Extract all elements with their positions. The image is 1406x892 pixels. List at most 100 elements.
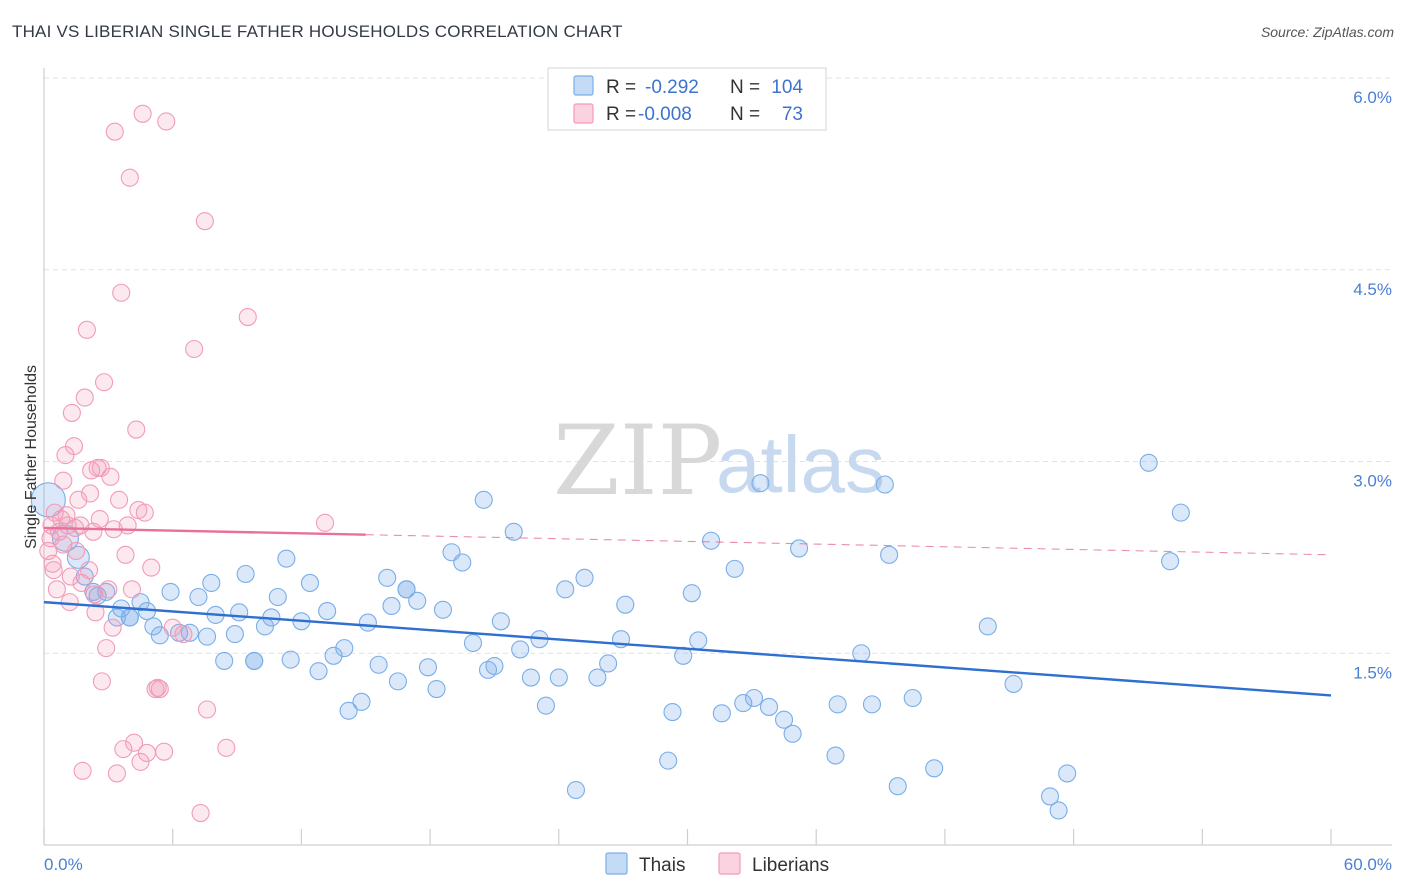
liberians-point-44 xyxy=(133,104,152,123)
liberians-point-43 xyxy=(131,752,150,771)
liberians-point-28 xyxy=(99,580,118,599)
thais-point-65 xyxy=(599,654,618,673)
thais-point-30 xyxy=(281,650,300,669)
legend-swatch-liberians xyxy=(573,103,594,124)
thais-point-19 xyxy=(202,573,221,592)
liberians-point-54 xyxy=(185,339,204,359)
bottom-legend: Thais Liberians xyxy=(605,852,829,876)
tick-labels: 1.5% 3.0% 4.5% 6.0% 0.0% 60.0% xyxy=(44,88,1392,874)
thais-point-7 xyxy=(107,608,126,627)
x-tick-label-1: 60.0% xyxy=(1344,855,1392,874)
thais-point-41 xyxy=(378,568,397,587)
series-thais xyxy=(30,453,1190,820)
thais-point-97 xyxy=(1139,453,1158,472)
liberians-point-7 xyxy=(54,471,73,490)
liberians-point-62 xyxy=(44,561,63,580)
bottom-legend-thais: Thais xyxy=(639,855,685,876)
thais-point-46 xyxy=(418,658,438,677)
liberians-trend-line xyxy=(43,526,366,536)
liberians-point-40 xyxy=(125,733,144,752)
thais-point-82 xyxy=(789,539,809,558)
liberians-point-33 xyxy=(110,490,129,509)
liberians-point-26 xyxy=(95,373,114,392)
thais-point-37 xyxy=(339,701,358,720)
liberians-point-16 xyxy=(73,761,92,780)
liberians-point-46 xyxy=(137,743,157,763)
watermark-atlas: atlas xyxy=(716,420,885,509)
thais-point-39 xyxy=(358,613,377,632)
thais-point-42 xyxy=(382,596,401,616)
thais-point-83 xyxy=(826,746,845,765)
thais-point-36 xyxy=(335,639,354,658)
thais-point-95 xyxy=(1049,801,1068,820)
liberians-point-39 xyxy=(122,580,141,599)
liberians-point-50 xyxy=(155,742,174,761)
thais-point-71 xyxy=(682,584,701,603)
thais-point-87 xyxy=(875,475,894,494)
legend-box: R = -0.292 N = 104 R = -0.008 N = 73 xyxy=(547,67,827,131)
thais-point-22 xyxy=(225,625,244,644)
thais-point-60 xyxy=(549,668,568,687)
thais-point-14 xyxy=(161,582,180,601)
thais-point-64 xyxy=(588,668,607,687)
liberians-trend-line-dashed xyxy=(365,534,1332,556)
thais-point-6 xyxy=(97,582,116,601)
thais-point-69 xyxy=(663,703,682,722)
thais-point-28 xyxy=(268,587,287,607)
thais-point-40 xyxy=(369,655,388,674)
liberians-point-25 xyxy=(92,672,111,691)
thais-point-54 xyxy=(491,612,510,631)
bottom-legend-swatch-thais xyxy=(605,852,628,875)
thais-point-93 xyxy=(1004,674,1023,693)
liberians-point-27 xyxy=(97,639,116,658)
thais-point-77 xyxy=(744,688,764,708)
thais-point-68 xyxy=(659,751,678,770)
y-tick-label-2: 4.5% xyxy=(1353,280,1392,299)
legend-r-label-liberians: R = xyxy=(606,104,636,125)
legend-frame xyxy=(547,67,827,131)
thais-point-45 xyxy=(408,591,427,610)
liberians-point-65 xyxy=(61,567,80,586)
thais-point-29 xyxy=(277,549,296,568)
liberians-point-45 xyxy=(135,503,154,522)
legend-r-value-thais: -0.292 xyxy=(645,77,699,98)
thais-point-51 xyxy=(463,633,483,653)
liberians-point-70 xyxy=(91,458,110,477)
liberians-point-10 xyxy=(60,593,79,612)
bottom-legend-liberians: Liberians xyxy=(752,855,829,876)
thais-point-100 xyxy=(397,580,416,599)
thais-point-53 xyxy=(485,656,504,676)
liberians-point-59 xyxy=(238,307,257,327)
thais-point-98 xyxy=(1161,552,1180,571)
thais-point-63 xyxy=(575,568,594,587)
thais-point-72 xyxy=(689,631,708,650)
thais-point-23 xyxy=(230,603,249,622)
thais-point-89 xyxy=(888,777,907,796)
legend-n-value-liberians: 73 xyxy=(782,104,803,125)
thais-point-67 xyxy=(616,595,635,614)
liberians-point-18 xyxy=(77,320,96,339)
thais-point-24 xyxy=(236,564,255,584)
watermark-zip: ZIP xyxy=(553,405,722,517)
thais-point-81 xyxy=(783,724,802,743)
y-axis-label: Single Father Households xyxy=(23,365,40,549)
liberians-point-61 xyxy=(42,516,61,535)
thais-point-32 xyxy=(300,573,320,592)
liberians-point-22 xyxy=(86,603,105,622)
thais-point-91 xyxy=(925,759,944,778)
liberians-point-56 xyxy=(197,700,217,719)
thais-point-50 xyxy=(453,553,472,572)
thais-point-34 xyxy=(318,602,337,621)
thais-point-85 xyxy=(852,644,871,663)
thais-point-92 xyxy=(978,617,997,636)
liberians-point-2 xyxy=(43,554,62,573)
liberians-point-55 xyxy=(195,212,214,231)
liberians-point-67 xyxy=(72,573,91,592)
liberians-point-11 xyxy=(62,403,81,422)
thais-point-17 xyxy=(189,587,208,607)
liberians-point-12 xyxy=(64,437,84,456)
thais-point-75 xyxy=(725,559,744,578)
thais-point-57 xyxy=(521,668,540,687)
thais-point-61 xyxy=(556,580,575,599)
